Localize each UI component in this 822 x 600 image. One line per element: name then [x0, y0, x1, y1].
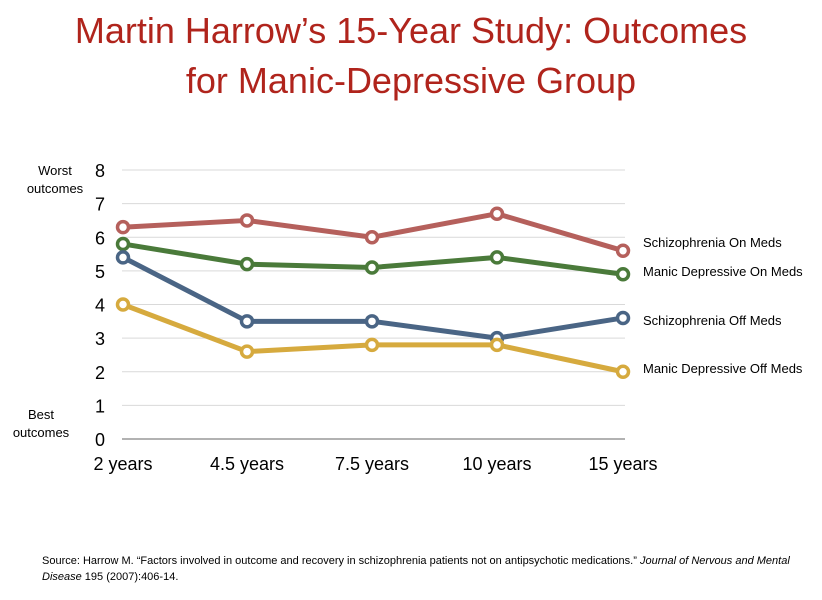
source-citation: Source: Harrow M. “Factors involved in o… — [42, 553, 802, 585]
title-line-2: for Manic-Depressive Group — [185, 60, 637, 101]
y-tick-label-6: 6 — [95, 228, 105, 248]
best-note-line-1: Best — [27, 407, 54, 422]
x-tick-label-3: 10 years — [462, 454, 531, 474]
data-point-s1-0 — [115, 236, 131, 252]
data-point-s2-2 — [364, 314, 380, 329]
y-tick-label-5: 5 — [95, 262, 105, 282]
x-tick-label-0: 2 years — [93, 454, 152, 474]
data-point-s0-4 — [615, 243, 631, 258]
data-point-s3-3 — [489, 337, 505, 353]
data-point-s2-0 — [115, 250, 131, 265]
data-point-s3-2 — [364, 337, 380, 353]
data-point-s3-4 — [615, 364, 631, 379]
y-tick-label-4: 4 — [95, 296, 105, 316]
worst-outcomes-note: Worst outcomes — [20, 162, 90, 198]
x-tick-label-1: 4.5 years — [210, 454, 284, 474]
source-journal: Journal of Nervous and Mental Disease — [42, 555, 790, 583]
y-tick-label-7: 7 — [95, 195, 105, 215]
series-label-1: Manic Depressive On Meds — [643, 264, 803, 279]
x-tick-label-2: 7.5 years — [335, 454, 409, 474]
data-point-s0-0 — [115, 219, 131, 235]
data-point-s2-4 — [615, 310, 631, 326]
data-point-s1-3 — [489, 250, 505, 265]
y-tick-label-2: 2 — [95, 363, 105, 383]
worst-note-line-1: Worst — [38, 163, 72, 178]
worst-note-line-2: outcomes — [26, 181, 84, 196]
series-label-2: Schizophrenia Off Meds — [643, 313, 782, 328]
series-label-0: Schizophrenia On Meds — [643, 235, 782, 250]
source-prefix: Source: Harrow M. “Factors involved in o… — [42, 555, 640, 567]
y-tick-label-1: 1 — [95, 396, 105, 416]
data-point-s0-1 — [239, 213, 255, 228]
data-point-s2-1 — [239, 314, 255, 329]
y-tick-label-8: 8 — [95, 161, 105, 181]
data-point-s1-2 — [364, 260, 380, 275]
y-tick-label-3: 3 — [95, 329, 105, 349]
data-point-s3-0 — [115, 297, 131, 312]
series-label-3: Manic Depressive Off Meds — [643, 361, 803, 376]
x-tick-label-4: 15 years — [588, 454, 657, 474]
data-point-s0-3 — [489, 206, 505, 221]
title-line-1: Martin Harrow’s 15-Year Study: Outcomes — [74, 10, 748, 51]
data-point-s0-2 — [364, 230, 380, 245]
data-point-s1-4 — [615, 266, 631, 282]
best-outcomes-note: Best outcomes — [6, 406, 76, 442]
data-point-s3-1 — [239, 344, 255, 359]
y-tick-label-0: 0 — [95, 430, 105, 450]
data-point-s1-1 — [239, 256, 255, 272]
chart-title: Martin Harrow’s 15-Year Study: Outcomes … — [0, 6, 822, 106]
best-note-line-2: outcomes — [12, 425, 70, 440]
source-suffix: 195 (2007):406-14. — [81, 571, 179, 583]
